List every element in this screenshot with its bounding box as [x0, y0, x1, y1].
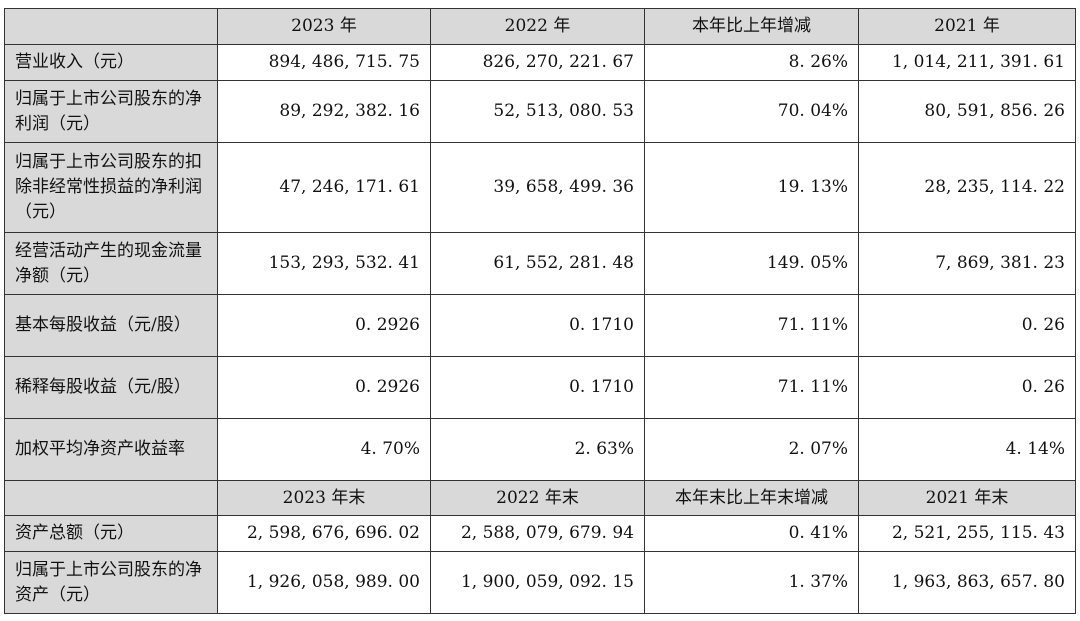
- row-label: 归属于上市公司股东的扣除非经常性损益的净利润（元）: [4, 142, 218, 233]
- cell-value: 1. 37%: [644, 551, 859, 614]
- cell-value: 71. 11%: [644, 356, 859, 419]
- table-row: 稀释每股收益（元/股） 0. 2926 0. 1710 71. 11% 0. 2…: [4, 356, 1076, 419]
- cell-value: 47, 246, 171. 61: [217, 142, 431, 233]
- cell-value: 2. 63%: [430, 418, 645, 481]
- table-header-row-yearend: 2023 年末 2022 年末 本年末比上年末增减 2021 年末: [4, 480, 1076, 516]
- cell-value: 0. 26: [858, 356, 1076, 419]
- table-row: 资产总额（元） 2, 598, 676, 696. 02 2, 588, 079…: [4, 515, 1076, 552]
- cell-value: 28, 235, 114. 22: [858, 142, 1076, 233]
- cell-value: 2, 598, 676, 696. 02: [217, 515, 431, 552]
- cell-value: 71. 11%: [644, 294, 859, 357]
- row-label: 资产总额（元）: [4, 515, 218, 552]
- row-label: 稀释每股收益（元/股）: [4, 356, 218, 419]
- cell-value: 1, 963, 863, 657. 80: [858, 551, 1076, 614]
- table-row: 基本每股收益（元/股） 0. 2926 0. 1710 71. 11% 0. 2…: [4, 294, 1076, 357]
- cell-value: 39, 658, 499. 36: [430, 142, 645, 233]
- cell-value: 19. 13%: [644, 142, 859, 233]
- row-label: 归属于上市公司股东的净资产（元）: [4, 551, 218, 614]
- cell-value: 0. 2926: [217, 294, 431, 357]
- header-2021-end: 2021 年末: [858, 480, 1076, 516]
- header-2022: 2022 年: [430, 8, 645, 45]
- cell-value: 894, 486, 715. 75: [217, 44, 431, 81]
- cell-value: 2. 07%: [644, 418, 859, 481]
- header-yoy-change: 本年比上年增减: [644, 8, 859, 45]
- table-row: 归属于上市公司股东的净利润（元） 89, 292, 382. 16 52, 51…: [4, 80, 1076, 143]
- cell-value: 2, 588, 079, 679. 94: [430, 515, 645, 552]
- cell-value: 8. 26%: [644, 44, 859, 81]
- cell-value: 52, 513, 080. 53: [430, 80, 645, 143]
- table-row: 归属于上市公司股东的扣除非经常性损益的净利润（元） 47, 246, 171. …: [4, 142, 1076, 233]
- cell-value: 0. 1710: [430, 356, 645, 419]
- header-blank-cell: [4, 480, 218, 516]
- cell-value: 80, 591, 856. 26: [858, 80, 1076, 143]
- row-label: 基本每股收益（元/股）: [4, 294, 218, 357]
- header-2023: 2023 年: [217, 8, 431, 45]
- cell-value: 89, 292, 382. 16: [217, 80, 431, 143]
- table-row: 经营活动产生的现金流量净额（元） 153, 293, 532. 41 61, 5…: [4, 232, 1076, 295]
- cell-value: 149. 05%: [644, 232, 859, 295]
- cell-value: 0. 2926: [217, 356, 431, 419]
- cell-value: 1, 900, 059, 092. 15: [430, 551, 645, 614]
- cell-value: 0. 26: [858, 294, 1076, 357]
- cell-value: 1, 926, 058, 989. 00: [217, 551, 431, 614]
- table-row: 归属于上市公司股东的净资产（元） 1, 926, 058, 989. 00 1,…: [4, 551, 1076, 614]
- cell-value: 1, 014, 211, 391. 61: [858, 44, 1076, 81]
- cell-value: 0. 41%: [644, 515, 859, 552]
- cell-value: 7, 869, 381. 23: [858, 232, 1076, 295]
- cell-value: 826, 270, 221. 67: [430, 44, 645, 81]
- cell-value: 0. 1710: [430, 294, 645, 357]
- header-yearend-change: 本年末比上年末增减: [644, 480, 859, 516]
- cell-value: 153, 293, 532. 41: [217, 232, 431, 295]
- row-label: 加权平均净资产收益率: [4, 418, 218, 481]
- header-2023-end: 2023 年末: [217, 480, 431, 516]
- cell-value: 4. 14%: [858, 418, 1076, 481]
- row-label: 归属于上市公司股东的净利润（元）: [4, 80, 218, 143]
- cell-value: 2, 521, 255, 115. 43: [858, 515, 1076, 552]
- header-2022-end: 2022 年末: [430, 480, 645, 516]
- table-row: 加权平均净资产收益率 4. 70% 2. 63% 2. 07% 4. 14%: [4, 418, 1076, 481]
- cell-value: 61, 552, 281. 48: [430, 232, 645, 295]
- row-label: 营业收入（元）: [4, 44, 218, 81]
- cell-value: 4. 70%: [217, 418, 431, 481]
- cell-value: 70. 04%: [644, 80, 859, 143]
- table-row: 营业收入（元） 894, 486, 715. 75 826, 270, 221.…: [4, 44, 1076, 81]
- table-header-row-year: 2023 年 2022 年 本年比上年增减 2021 年: [4, 8, 1076, 45]
- header-blank-cell: [4, 8, 218, 45]
- financial-summary-table: 2023 年 2022 年 本年比上年增减 2021 年 营业收入（元） 894…: [4, 8, 1076, 614]
- header-2021: 2021 年: [858, 8, 1076, 45]
- row-label: 经营活动产生的现金流量净额（元）: [4, 232, 218, 295]
